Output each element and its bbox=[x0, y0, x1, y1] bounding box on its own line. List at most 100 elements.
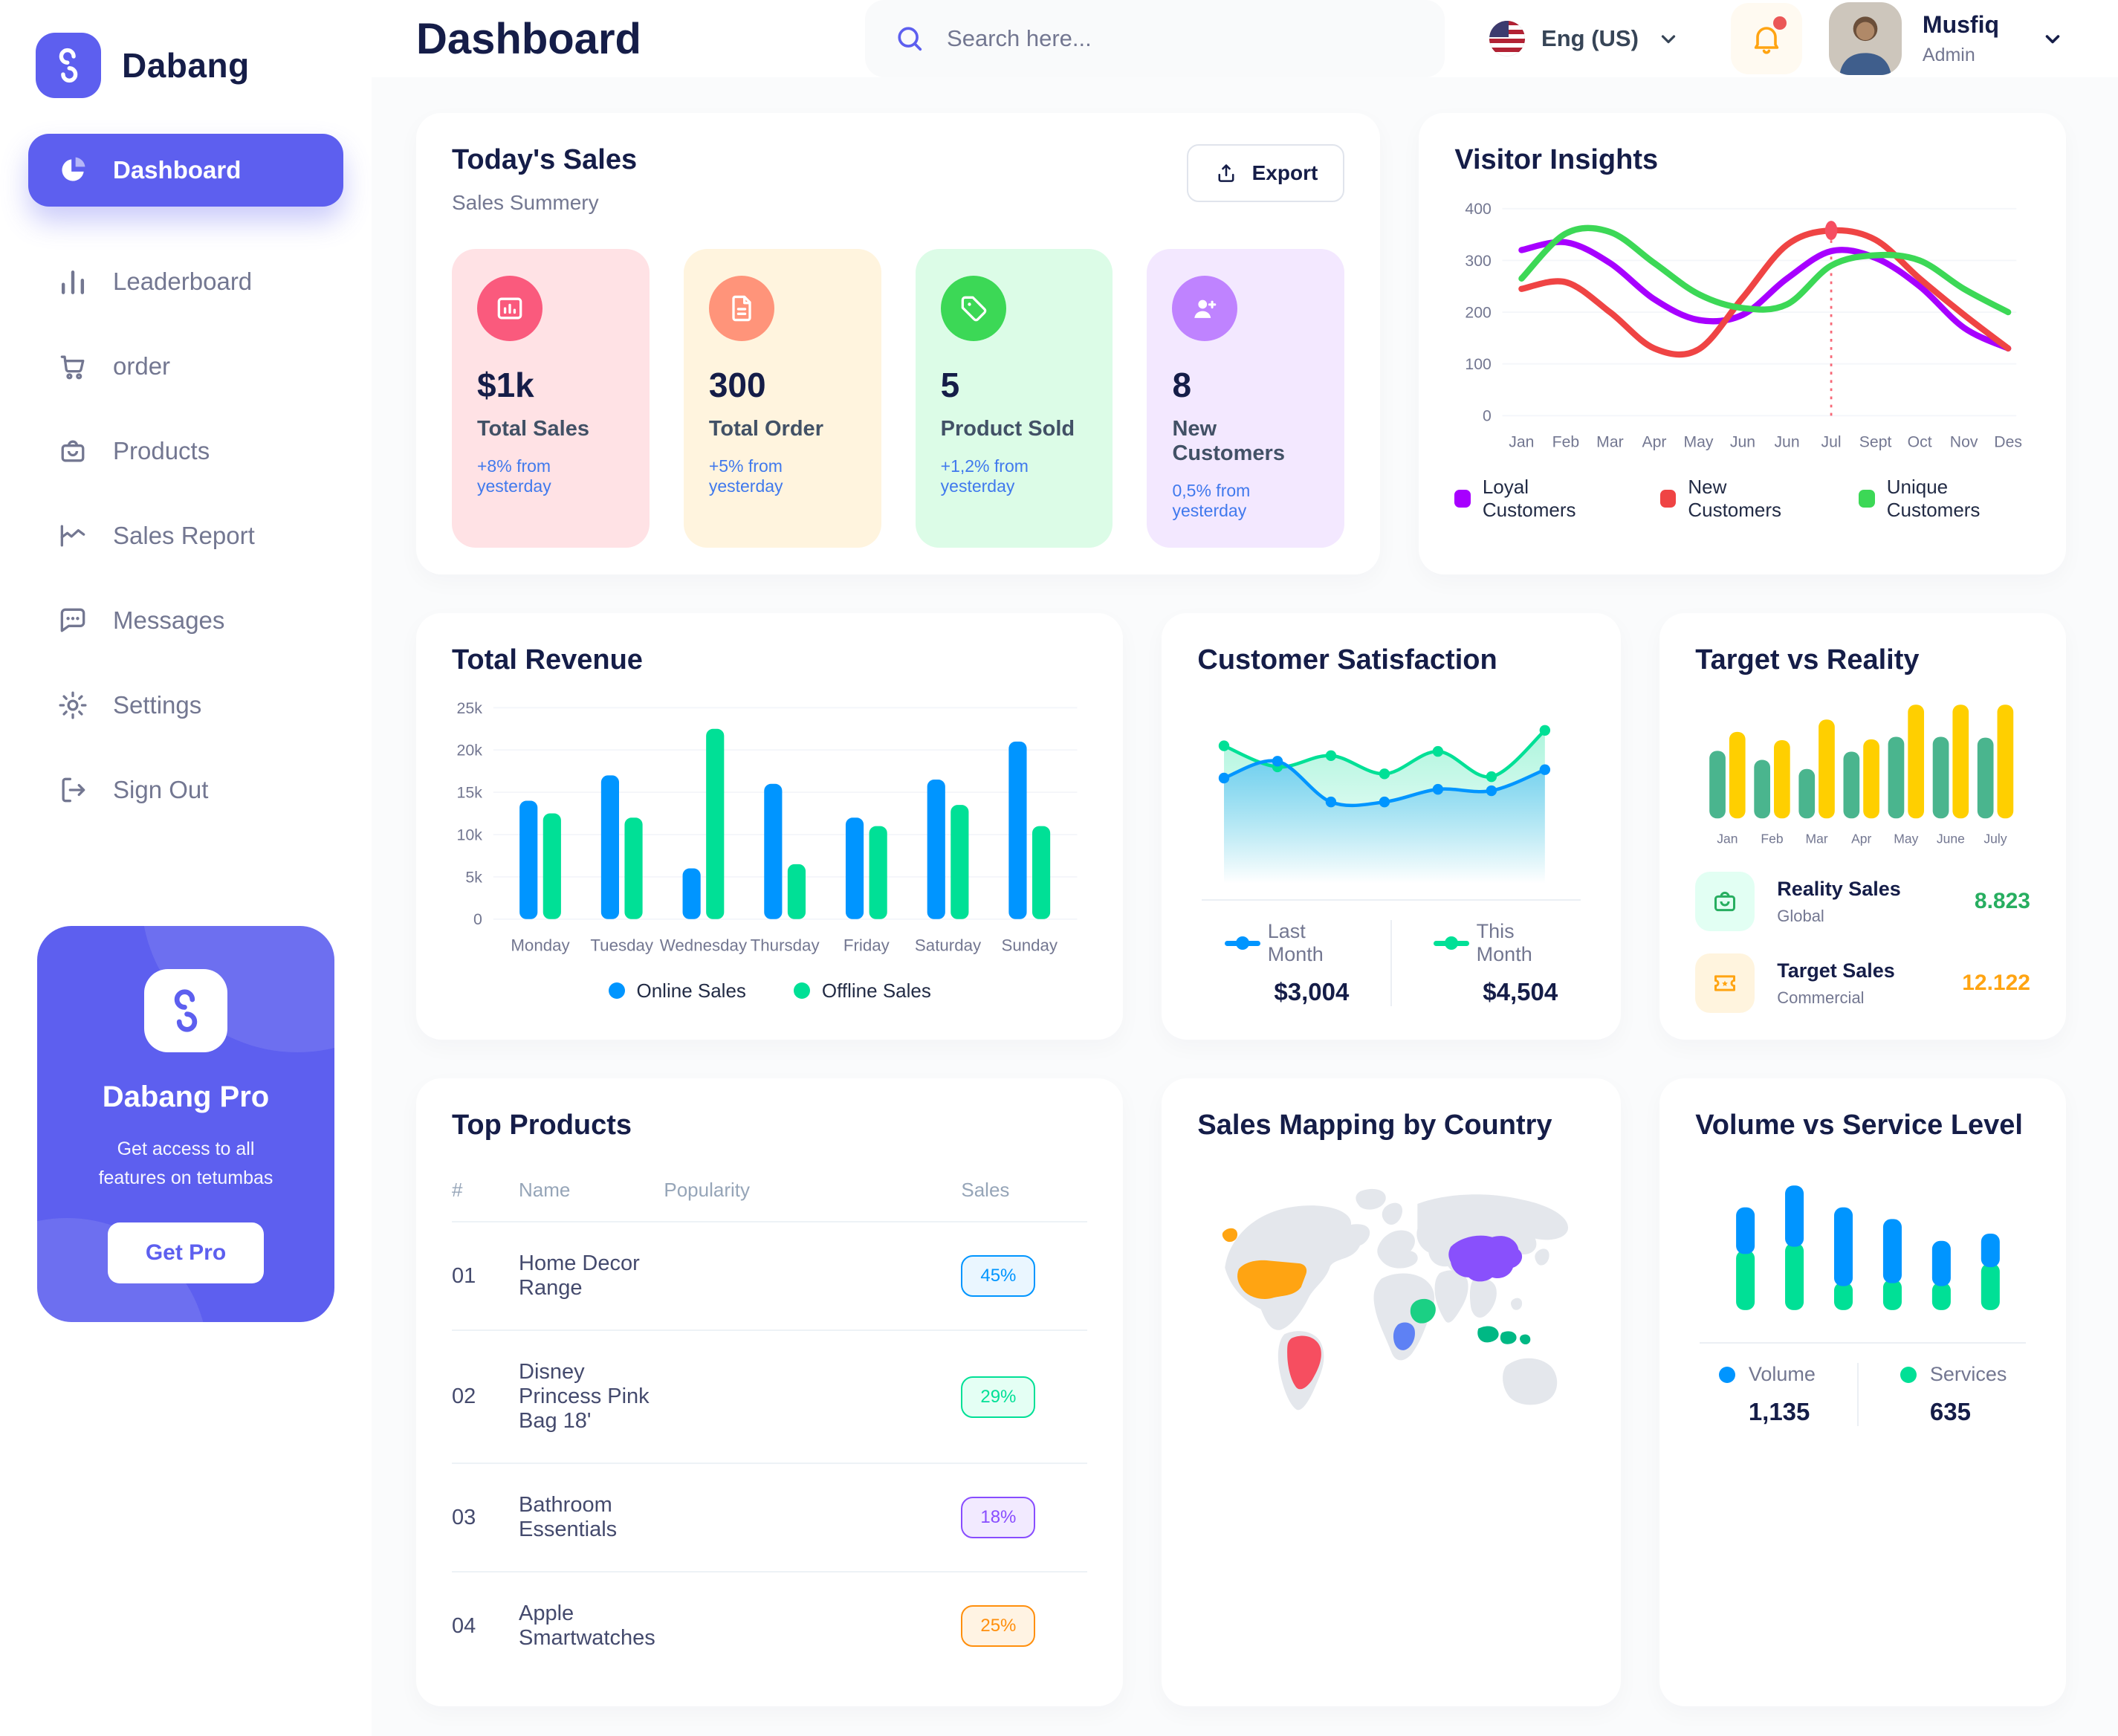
legend-value: $3,004 bbox=[1274, 977, 1350, 1005]
card-label: New Customers bbox=[1172, 417, 1285, 465]
legend-sublabel: Commercial bbox=[1777, 988, 1865, 1007]
product-name: Bathroom Essentials bbox=[519, 1493, 618, 1542]
continent-indochina bbox=[1470, 1278, 1497, 1318]
chevron-down-icon bbox=[2045, 35, 2060, 44]
svg-text:Oct: Oct bbox=[1908, 434, 1932, 451]
sidebar-item-label: order bbox=[113, 352, 171, 380]
export-icon bbox=[1218, 164, 1234, 182]
svg-text:Jun: Jun bbox=[1730, 434, 1755, 451]
card-value: $1k bbox=[477, 366, 534, 404]
col-sales: Sales bbox=[961, 1179, 1010, 1202]
svg-text:June: June bbox=[1937, 832, 1965, 846]
message-icon bbox=[56, 604, 89, 637]
svg-text:400: 400 bbox=[1466, 201, 1492, 218]
svg-text:Tuesday: Tuesday bbox=[590, 936, 654, 955]
sidebar-item-leaderboard[interactable]: Leaderboard bbox=[28, 245, 343, 318]
product-row-apple-smartwatches: 04 Apple Smartwatches 25% bbox=[452, 1573, 1087, 1680]
search-input[interactable] bbox=[945, 25, 1417, 53]
svg-text:Mar: Mar bbox=[1596, 434, 1624, 451]
total-revenue-title: Total Revenue bbox=[452, 644, 643, 676]
export-label: Export bbox=[1251, 161, 1318, 184]
todays-sales-card: Today's Sales Sales Summery Export $1k To… bbox=[416, 113, 1381, 574]
visitor-insights-legend: Loyal Customers New Customers Unique Custo… bbox=[1454, 476, 2030, 522]
sidebar-item-messages[interactable]: Messages bbox=[28, 584, 343, 657]
summary-card-new-customers: 8 New Customers 0,5% from yesterday bbox=[1147, 249, 1345, 548]
svg-text:Saturday: Saturday bbox=[915, 936, 982, 955]
user-menu[interactable]: Musfiq Admin bbox=[1828, 2, 2066, 75]
volume-service-chart bbox=[1736, 1185, 2001, 1310]
sidebar-item-order[interactable]: order bbox=[28, 330, 343, 403]
legend-sublabel: Global bbox=[1777, 906, 1824, 925]
card-value: 5 bbox=[940, 366, 960, 404]
sidebar-item-sales-report[interactable]: Sales Report bbox=[28, 499, 343, 572]
svg-text:Jan: Jan bbox=[1717, 832, 1738, 846]
country-saudi-arabia bbox=[1411, 1298, 1437, 1324]
export-button[interactable]: Export bbox=[1186, 144, 1345, 202]
sidebar-item-label: Leaderboard bbox=[113, 268, 253, 295]
dabang-logo-icon bbox=[36, 33, 101, 98]
todays-sales-subtitle: Sales Summery bbox=[452, 191, 599, 214]
sidebar-item-settings[interactable]: Settings bbox=[28, 669, 343, 742]
legend-value: 1,135 bbox=[1748, 1398, 1810, 1426]
svg-text:200: 200 bbox=[1466, 304, 1492, 321]
target-vs-reality-card: Target vs Reality Jan Feb Mar Apr May June Jul… bbox=[1659, 613, 2066, 1040]
notification-dot bbox=[1772, 16, 1787, 30]
language-selector[interactable]: Eng (US) bbox=[1489, 21, 1682, 56]
legend-last-month: Last Month $3,004 bbox=[1183, 920, 1390, 1006]
sidebar-item-label: Sales Report bbox=[113, 522, 255, 549]
svg-text:300: 300 bbox=[1466, 253, 1492, 270]
summary-card-total-order: 300 Total Order +5% from yesterday bbox=[683, 249, 881, 548]
sidebar: Dabang Dashboard Leaderboard order Products… bbox=[0, 0, 372, 1457]
svg-text:Feb: Feb bbox=[1761, 832, 1784, 846]
sales-badge: 18% bbox=[961, 1497, 1036, 1539]
product-row-bathroom-essentials: 03 Bathroom Essentials 18% bbox=[452, 1464, 1088, 1573]
cart-icon bbox=[56, 350, 89, 383]
legend-reality-sales: Reality Sales Global 8.823 bbox=[1695, 872, 2030, 932]
page-title: Dashboard bbox=[416, 14, 641, 63]
bag-icon bbox=[1695, 872, 1755, 932]
summary-card-product-sold: 5 Product Sold +1,2% from yesterday bbox=[915, 249, 1113, 548]
product-row-disney-princess-pink-bag-18: 02 Disney Princess Pink Bag 18' 29% bbox=[452, 1331, 1088, 1465]
search-box[interactable] bbox=[865, 0, 1445, 77]
avatar bbox=[1828, 2, 1902, 75]
card-delta: +8% from yesterday bbox=[477, 456, 551, 496]
pro-description: Get access to all features on tetumbas bbox=[98, 1139, 273, 1188]
summary-cards: $1k Total Sales +8% from yesterday 300 Total… bbox=[452, 249, 1345, 548]
card-delta: +5% from yesterday bbox=[708, 456, 783, 496]
legend-value: 635 bbox=[1929, 1398, 1971, 1426]
dashboard-content: Today's Sales Sales Summery Export $1k To… bbox=[372, 77, 2118, 1736]
summary-card-total-sales: $1k Total Sales +8% from yesterday bbox=[452, 249, 650, 548]
svg-text:Mar: Mar bbox=[1806, 832, 1828, 846]
total-revenue-chart: 0 5k 10k 15k 20k 25k Monday Tuesday Wednesday Thu… bbox=[456, 699, 1078, 955]
visitor-insights-title: Visitor Insights bbox=[1454, 144, 1659, 175]
top-products-table: # Name Popularity Sales 01 Home Decor Ran… bbox=[452, 1168, 1088, 1680]
target-vs-reality-chart: Jan Feb Mar Apr May June July bbox=[1709, 705, 2014, 846]
search-icon bbox=[898, 27, 922, 51]
product-name: Home Decor Range bbox=[519, 1251, 640, 1301]
legend-loyal-customers: Loyal Customers bbox=[1454, 476, 1613, 522]
pie-chart-icon bbox=[56, 154, 89, 187]
user-plus-icon bbox=[1172, 276, 1238, 341]
sidebar-item-sign-out[interactable]: Sign Out bbox=[28, 754, 343, 826]
legend-offline-sales: Offline Sales bbox=[793, 979, 931, 1003]
svg-text:15k: 15k bbox=[456, 784, 482, 802]
sidebar-item-label: Sign Out bbox=[113, 776, 209, 803]
sidebar-item-products[interactable]: Products bbox=[28, 415, 343, 488]
svg-text:Jun: Jun bbox=[1775, 434, 1800, 451]
notification-button[interactable] bbox=[1730, 3, 1802, 74]
country-china bbox=[1448, 1235, 1523, 1282]
order-note-icon bbox=[708, 276, 774, 341]
svg-text:Nov: Nov bbox=[1950, 434, 1978, 451]
ticket-icon bbox=[1695, 953, 1755, 1014]
legend-label: Reality Sales bbox=[1777, 877, 1901, 900]
get-pro-button[interactable]: Get Pro bbox=[108, 1222, 264, 1283]
card-label: Total Order bbox=[708, 417, 823, 441]
sidebar-item-label: Settings bbox=[113, 691, 202, 719]
sidebar-item-dashboard[interactable]: Dashboard bbox=[28, 134, 343, 207]
col-name: Name bbox=[519, 1179, 571, 1202]
svg-text:Feb: Feb bbox=[1552, 434, 1580, 451]
continent-philippines bbox=[1511, 1298, 1523, 1310]
legend-volume: Volume 1,135 bbox=[1677, 1363, 1857, 1426]
legend-services: Services 635 bbox=[1856, 1363, 2049, 1427]
app-name: Dabang bbox=[122, 46, 250, 85]
